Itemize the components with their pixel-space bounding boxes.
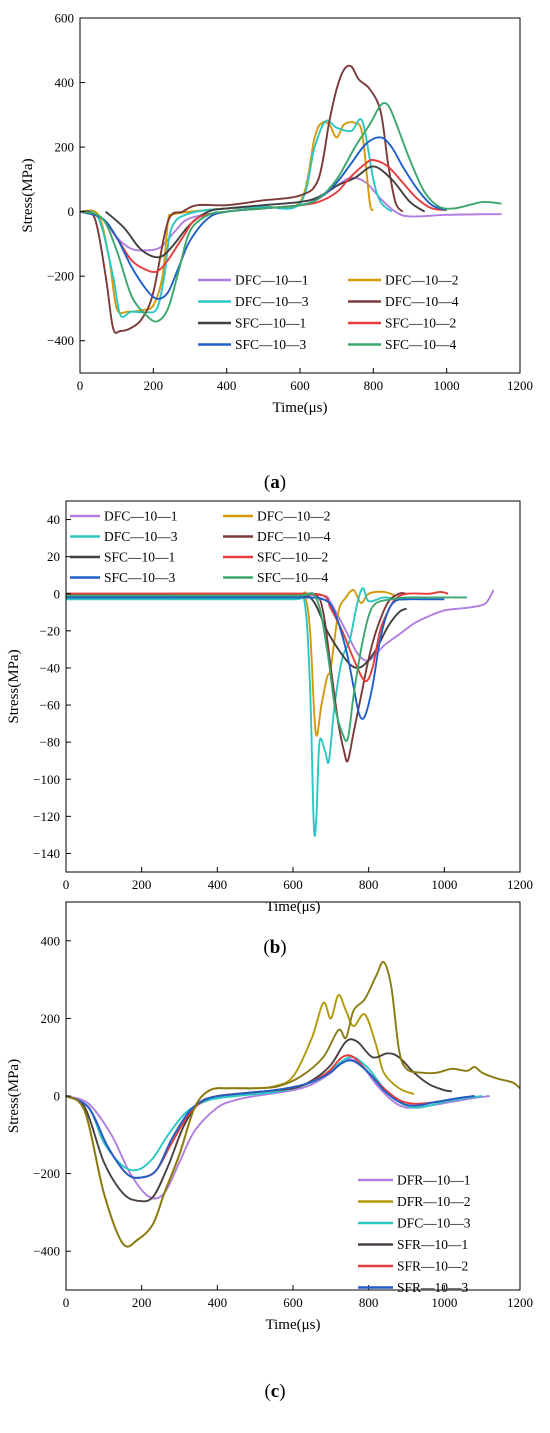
legend-label: SFC—10—1	[104, 550, 175, 565]
y-tick-label: −20	[40, 623, 60, 638]
y-axis-label: Stress(MPa)	[20, 158, 36, 232]
plot-frame	[65, 901, 521, 1291]
series-line-2	[66, 994, 415, 1248]
y-tick-label: −200	[47, 269, 74, 284]
series-line-2	[66, 588, 396, 737]
y-tick-label: 0	[54, 1089, 61, 1104]
y-tick-label: 0	[68, 204, 75, 219]
series-line-6	[66, 590, 449, 683]
y-tick-label: 200	[41, 1011, 61, 1026]
x-tick-label: 600	[283, 1295, 303, 1310]
y-tick-label: −80	[40, 735, 60, 750]
y-axis-label: Stress(MPa)	[6, 649, 22, 723]
series-line-3	[66, 587, 400, 837]
legend-label: SFC—10—4	[257, 570, 329, 585]
y-tick-label: 40	[47, 512, 60, 527]
legend-label: DFC—10—1	[235, 273, 309, 288]
legend-label: DFC—10—1	[104, 509, 178, 524]
series-line-6	[66, 1059, 475, 1179]
y-tick-label: 20	[47, 549, 60, 564]
x-tick-label: 1000	[431, 1295, 457, 1310]
y-tick-label: −400	[33, 1244, 60, 1259]
x-axis-label: Time(μs)	[273, 400, 328, 416]
chart-panel-a: 0 200 400 600 800 1000 1200 −400 −200 0 200 400 600 T…	[20, 11, 533, 494]
series-line-7	[66, 596, 445, 720]
series-line-1	[66, 589, 495, 662]
y-tick-label: −400	[47, 333, 74, 348]
x-tick-label: 200	[132, 1295, 152, 1310]
series-line-7	[66, 960, 520, 1248]
y-axis-label: Stress(MPa)	[6, 1059, 22, 1133]
y-tick-label: −60	[40, 698, 60, 713]
panel-caption: (c)	[264, 1381, 285, 1402]
legend-label: DFC—10—3	[104, 529, 178, 544]
x-tick-label: 1000	[434, 378, 460, 393]
chart-panel-b: 0 200 400 600 800 1000 1200−140−120−100−80−60−…	[6, 500, 533, 958]
y-tick-label: −200	[33, 1166, 60, 1181]
legend-label: SFR—10—1	[397, 1237, 468, 1252]
legend-label: SFC—10—1	[235, 316, 306, 331]
x-tick-label: 800	[359, 1295, 379, 1310]
chart-panel-c: 0 200 400 600 800 1000 1200 −400 −200 0 200 400 Time…	[6, 901, 533, 1402]
x-tick-label: 600	[283, 877, 303, 892]
legend-label: SFR—10—3	[397, 1280, 469, 1295]
x-tick-label: 400	[208, 1295, 228, 1310]
legend-label: SFC—10—2	[385, 316, 456, 331]
legend-label: DFC—10—4	[257, 529, 331, 544]
y-tick-label: 400	[55, 75, 75, 90]
legend-label: SFC—10—3	[235, 337, 307, 352]
y-tick-label: −40	[40, 660, 60, 675]
series-line-8	[66, 592, 468, 742]
legend-label: SFC—10—4	[385, 337, 457, 352]
x-axis-label: Time(μs)	[266, 1317, 321, 1333]
legend-label: SFR—10—2	[397, 1259, 468, 1274]
legend-label: SFC—10—3	[104, 570, 176, 585]
x-tick-label: 200	[144, 378, 164, 393]
y-tick-label: 200	[55, 140, 75, 155]
x-tick-label: 200	[132, 877, 152, 892]
legend-label: DFC—10—2	[385, 273, 459, 288]
x-tick-label: 800	[364, 378, 384, 393]
x-tick-label: 1200	[507, 877, 533, 892]
series-line-6	[80, 158, 447, 273]
y-tick-label: 400	[41, 933, 61, 948]
x-tick-label: 600	[290, 378, 310, 393]
series-line-8	[80, 101, 502, 323]
series-line-1	[80, 176, 502, 252]
series-line-4	[66, 1038, 453, 1203]
x-tick-label: 0	[77, 378, 84, 393]
x-tick-label: 1200	[507, 1295, 533, 1310]
legend-label: DFC—10—4	[385, 294, 459, 309]
series-line-2	[80, 120, 375, 315]
series-line-5	[105, 165, 426, 259]
legend-label: DFR—10—2	[397, 1194, 471, 1209]
series-line-5	[66, 595, 407, 669]
series-line-5	[66, 1054, 475, 1179]
panel-caption: (a)	[264, 472, 286, 493]
y-tick-label: −120	[33, 809, 60, 824]
legend-label: SFC—10—2	[257, 550, 328, 565]
panel-caption: (b)	[263, 937, 286, 958]
y-tick-label: 0	[54, 586, 61, 601]
y-tick-label: −100	[33, 772, 60, 787]
y-tick-label: −140	[33, 846, 60, 861]
legend-label: DFC—10—3	[235, 294, 309, 309]
x-tick-label: 800	[359, 877, 379, 892]
y-tick-label: 600	[55, 11, 75, 26]
x-axis-label: Time(μs)	[266, 899, 321, 915]
series-line-3	[66, 1055, 483, 1172]
x-tick-label: 0	[63, 877, 70, 892]
legend-label: DFR—10—1	[397, 1173, 471, 1188]
x-tick-label: 400	[208, 877, 228, 892]
legend-label: DFC—10—3	[397, 1216, 471, 1231]
x-tick-label: 1200	[507, 378, 533, 393]
x-tick-label: 0	[63, 1295, 70, 1310]
x-tick-label: 1000	[431, 877, 457, 892]
x-tick-label: 400	[217, 378, 237, 393]
series-line-4	[80, 64, 404, 334]
legend-label: DFC—10—2	[257, 509, 331, 524]
